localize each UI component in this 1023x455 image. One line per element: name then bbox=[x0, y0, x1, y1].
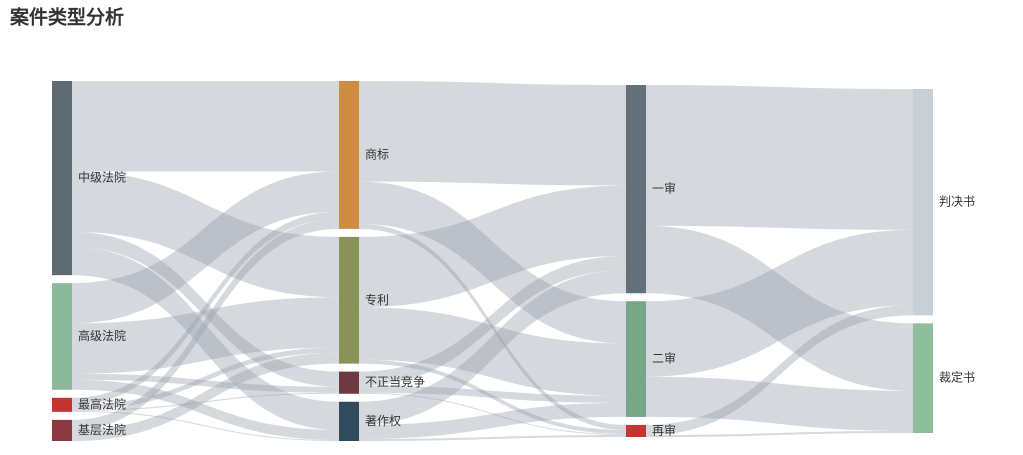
node-label: 中级法院 bbox=[78, 170, 126, 185]
node bbox=[913, 323, 933, 433]
link bbox=[72, 373, 339, 393]
node bbox=[52, 81, 72, 276]
link bbox=[72, 392, 339, 411]
node-label: 判决书 bbox=[939, 195, 975, 209]
link bbox=[359, 270, 626, 425]
node-label: 基层法院 bbox=[78, 423, 126, 437]
link bbox=[72, 171, 339, 298]
node bbox=[339, 81, 359, 229]
node-label: 不正当竞争 bbox=[365, 375, 425, 389]
link bbox=[359, 181, 626, 344]
node-label: 著作权 bbox=[365, 414, 401, 428]
link bbox=[646, 430, 913, 437]
node-label: 再审 bbox=[652, 422, 676, 437]
link bbox=[72, 171, 339, 324]
links bbox=[72, 81, 913, 441]
link bbox=[72, 246, 339, 430]
link bbox=[359, 223, 626, 430]
node-label: 二审 bbox=[652, 351, 676, 366]
node bbox=[626, 301, 646, 417]
node-label: 商标 bbox=[365, 146, 389, 161]
link bbox=[359, 392, 626, 435]
node bbox=[52, 397, 72, 412]
link bbox=[72, 352, 339, 441]
node bbox=[52, 419, 72, 441]
link bbox=[646, 376, 913, 431]
node bbox=[339, 401, 359, 441]
node bbox=[339, 371, 359, 394]
link bbox=[72, 231, 339, 387]
node bbox=[52, 283, 72, 390]
link bbox=[72, 410, 339, 441]
link bbox=[72, 218, 339, 430]
node-label: 最高法院 bbox=[78, 396, 126, 411]
link bbox=[72, 297, 339, 374]
link bbox=[646, 305, 913, 435]
link bbox=[359, 185, 626, 308]
link bbox=[359, 402, 626, 439]
link bbox=[646, 225, 913, 391]
link bbox=[359, 256, 626, 386]
link bbox=[72, 347, 339, 410]
node-label: 裁定书 bbox=[939, 370, 975, 385]
link bbox=[646, 85, 913, 230]
node-label: 一审 bbox=[652, 181, 676, 196]
node bbox=[339, 236, 359, 364]
node bbox=[626, 85, 646, 294]
link bbox=[72, 211, 339, 405]
link bbox=[646, 229, 913, 377]
link bbox=[72, 379, 339, 440]
chart-title: 案件类型分析 bbox=[9, 6, 124, 29]
node-label: 专利 bbox=[365, 292, 389, 307]
node-label: 高级法院 bbox=[78, 328, 126, 343]
link bbox=[359, 81, 626, 186]
link bbox=[359, 359, 626, 434]
node bbox=[626, 424, 646, 437]
node bbox=[913, 89, 933, 316]
link bbox=[359, 434, 626, 441]
link bbox=[359, 307, 626, 396]
link bbox=[359, 385, 626, 403]
link bbox=[72, 81, 339, 172]
